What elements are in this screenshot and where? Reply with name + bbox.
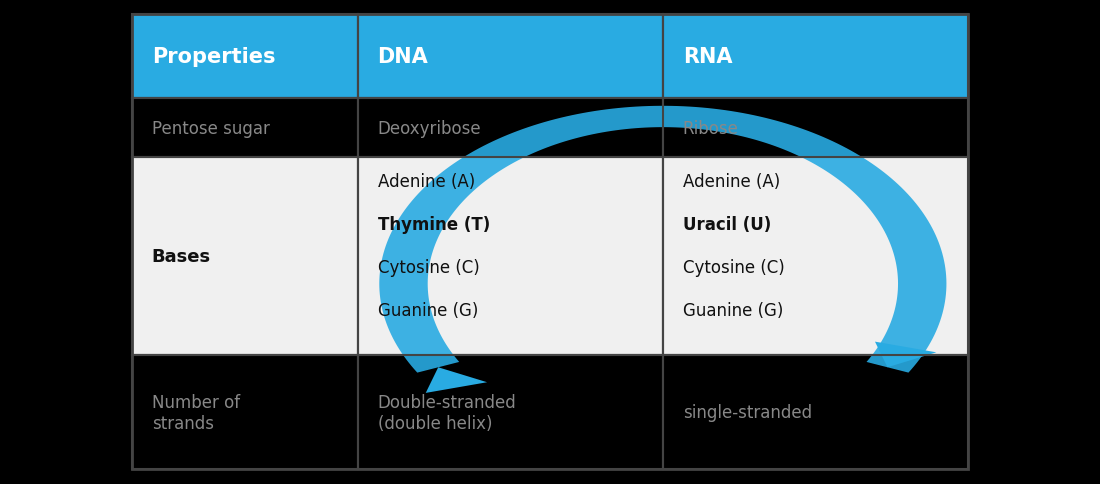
Polygon shape — [379, 106, 946, 373]
Text: Uracil (U): Uracil (U) — [683, 215, 771, 233]
Bar — [132, 158, 358, 356]
Bar — [358, 158, 663, 356]
Text: Guanine (G): Guanine (G) — [377, 302, 477, 319]
Text: Adenine (A): Adenine (A) — [377, 172, 475, 191]
Polygon shape — [874, 342, 936, 367]
Text: single-stranded: single-stranded — [683, 404, 812, 422]
Text: Bases: Bases — [152, 248, 211, 266]
Bar — [132, 15, 968, 469]
Text: Pentose sugar: Pentose sugar — [152, 119, 270, 137]
Bar — [663, 356, 968, 469]
Text: DNA: DNA — [377, 46, 428, 67]
Bar — [358, 15, 663, 99]
Text: RNA: RNA — [683, 46, 733, 67]
Text: Number of
strands: Number of strands — [152, 393, 240, 432]
Text: Adenine (A): Adenine (A) — [683, 172, 780, 191]
Bar — [663, 99, 968, 158]
Bar — [132, 15, 358, 99]
Bar — [358, 356, 663, 469]
Bar — [358, 99, 663, 158]
Bar — [663, 15, 968, 99]
Text: Cytosine (C): Cytosine (C) — [683, 258, 784, 276]
Text: Guanine (G): Guanine (G) — [683, 302, 783, 319]
Bar — [132, 356, 358, 469]
Text: Thymine (T): Thymine (T) — [377, 215, 490, 233]
Bar — [132, 99, 358, 158]
Bar — [663, 158, 968, 356]
Text: Deoxyribose: Deoxyribose — [377, 119, 481, 137]
Text: Cytosine (C): Cytosine (C) — [377, 258, 480, 276]
Text: Double-stranded
(double helix): Double-stranded (double helix) — [377, 393, 516, 432]
Text: Properties: Properties — [152, 46, 275, 67]
Polygon shape — [426, 367, 487, 393]
Text: Ribose: Ribose — [683, 119, 738, 137]
